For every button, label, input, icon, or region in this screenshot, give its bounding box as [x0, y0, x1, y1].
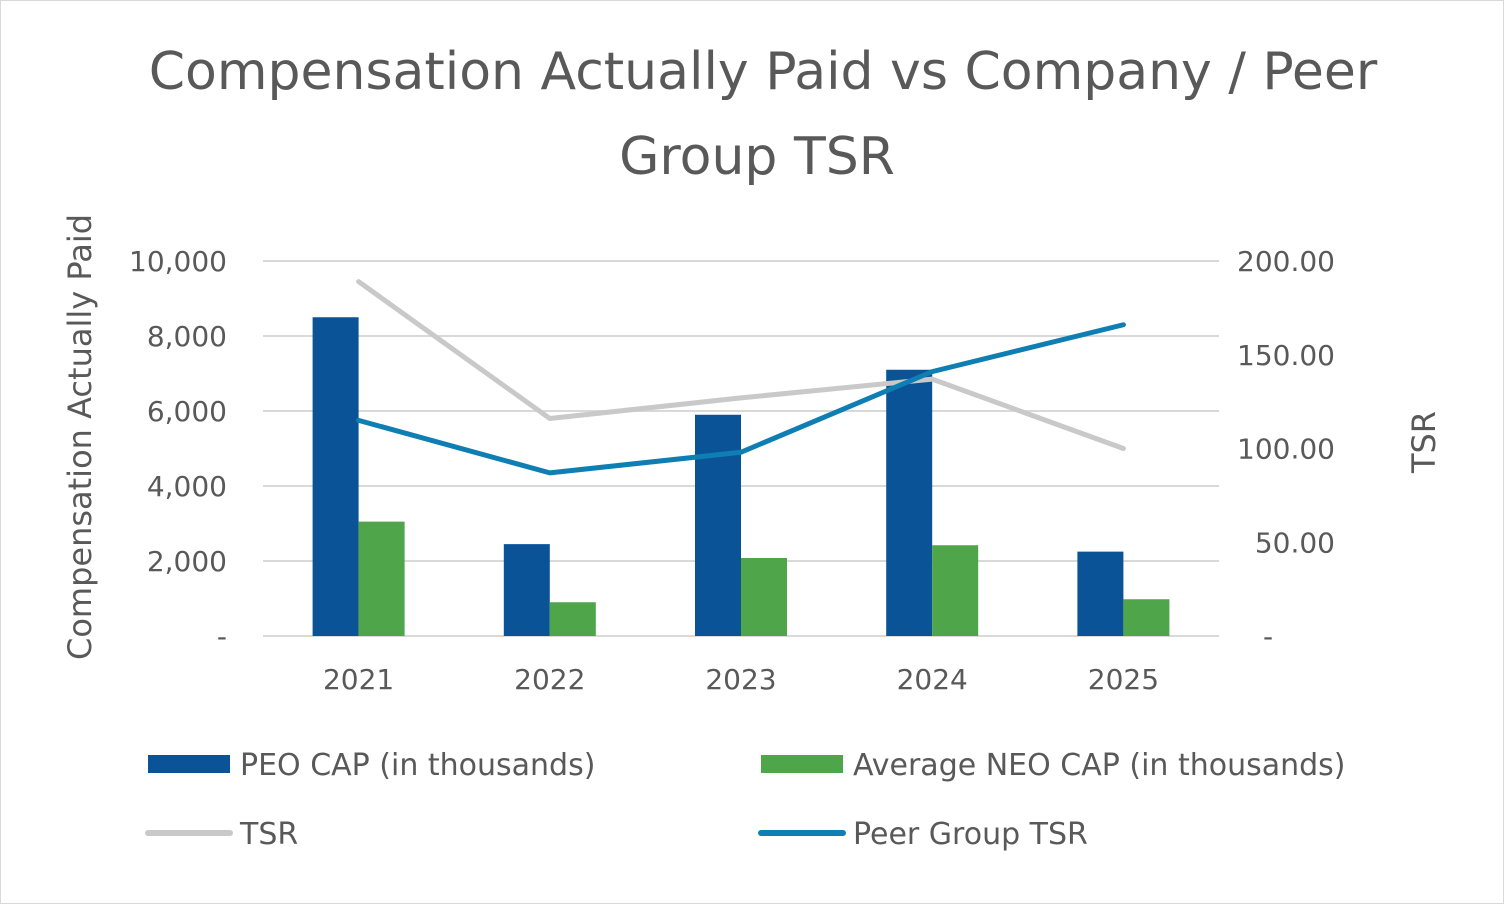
bar-neo-2022 — [549, 602, 596, 636]
y2-tick-label-0: - — [1263, 620, 1273, 653]
y-tick-label-1: 2,000 — [147, 545, 227, 578]
y-tick-label-2: 4,000 — [147, 470, 227, 503]
bar-peo-2021 — [312, 317, 359, 636]
lines — [356, 279, 1126, 476]
chart-title-line-2: Group TSR — [619, 127, 895, 187]
y2-axis-ticks: - 50.00 100.00 150.00 200.00 — [1237, 245, 1335, 653]
y2-tick-label-2: 100.00 — [1237, 433, 1335, 466]
y-tick-label-5: 10,000 — [129, 245, 227, 278]
x-axis-ticks: 2021 2022 2023 2024 2025 — [323, 663, 1159, 696]
line-tsr — [356, 279, 1126, 451]
bar-peo-2023 — [695, 414, 741, 636]
legend-label-tsr: TSR — [239, 817, 298, 852]
chart-title-line-1: Compensation Actually Paid vs Company / … — [149, 42, 1378, 102]
bar-peo-2022 — [503, 544, 550, 636]
y-tick-label-3: 6,000 — [147, 395, 227, 428]
legend: PEO CAP (in thousands) Average NEO CAP (i… — [145, 748, 1346, 852]
bar-neo-2023 — [741, 558, 787, 636]
chart-title: Compensation Actually Paid vs Company / … — [149, 42, 1378, 187]
y-tick-label-0: - — [217, 620, 227, 653]
bar-neo-2025 — [1123, 599, 1170, 636]
bar-neo-2024 — [932, 545, 979, 636]
x-tick-label-2022: 2022 — [514, 663, 585, 696]
legend-label-peer-group-tsr: Peer Group TSR — [853, 817, 1088, 852]
y2-tick-label-4: 200.00 — [1237, 245, 1335, 278]
y2-tick-label-3: 150.00 — [1237, 339, 1335, 372]
y-tick-label-4: 8,000 — [147, 320, 227, 353]
line-peer-group-tsr — [356, 322, 1126, 476]
x-tick-label-2023: 2023 — [705, 663, 776, 696]
bar-peo-2024 — [886, 369, 933, 636]
bars — [312, 317, 1170, 636]
y2-tick-label-1: 50.00 — [1255, 526, 1335, 559]
bar-peo-2025 — [1077, 551, 1124, 636]
bar-neo-2021 — [358, 521, 405, 636]
legend-swatch-peo-cap — [148, 755, 230, 773]
y2-axis-title: TSR — [1405, 411, 1443, 474]
x-tick-label-2021: 2021 — [323, 663, 394, 696]
x-tick-label-2025: 2025 — [1088, 663, 1159, 696]
x-tick-label-2024: 2024 — [897, 663, 968, 696]
y-axis-title: Compensation Actually Paid — [61, 214, 99, 660]
y-axis-ticks: - 2,000 4,000 6,000 8,000 10,000 — [129, 245, 227, 653]
legend-swatch-average-neo-cap — [761, 755, 843, 773]
legend-label-peo-cap: PEO CAP (in thousands) — [240, 748, 595, 783]
legend-label-average-neo-cap: Average NEO CAP (in thousands) — [853, 748, 1346, 783]
